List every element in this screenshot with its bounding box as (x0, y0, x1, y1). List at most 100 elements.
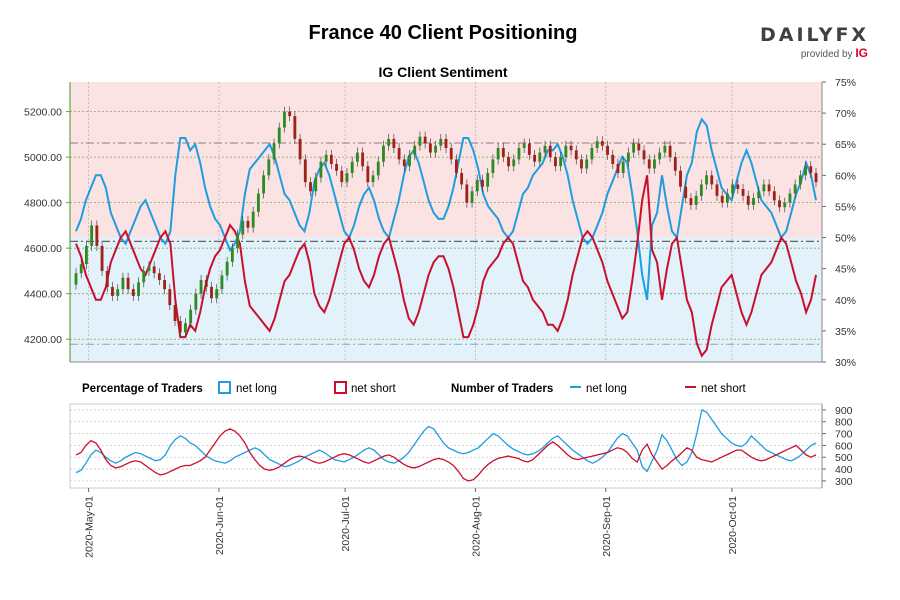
candle-up (793, 184, 797, 194)
date-tick-label: 2020-May-01 (84, 496, 96, 558)
candle-up (319, 161, 323, 178)
candle-down (548, 145, 552, 158)
candle-up (626, 152, 630, 162)
candle-up (475, 179, 479, 192)
legend-percentage-label: Percentage of Traders (82, 383, 203, 395)
traders-tick-label: 800 (835, 417, 853, 429)
net-long-percent-line (75, 117, 817, 300)
candle-down (210, 286, 213, 299)
candle-down (178, 321, 182, 333)
candle-up (345, 173, 349, 183)
candle-down (246, 220, 250, 228)
candle-up (230, 248, 234, 262)
candle-up (251, 211, 255, 228)
candle-down (809, 166, 813, 174)
sentiment-tick-label: 75% (835, 77, 856, 89)
candle-down (746, 195, 750, 205)
candle-up (220, 275, 224, 290)
candle-down (616, 163, 620, 174)
candle-down (449, 148, 453, 160)
date-tick-label: 2020-Aug-01 (470, 496, 482, 557)
candle-up (199, 280, 203, 294)
date-tick-label: 2020-Jul-01 (340, 496, 352, 552)
candle-up (355, 152, 359, 162)
candle-down (173, 305, 177, 322)
net-short-percent-line (75, 175, 817, 358)
candle-up (350, 161, 354, 174)
candle-down (126, 277, 130, 290)
candle-up (783, 202, 787, 208)
legend-pct-long-swatch (218, 381, 231, 394)
candle-up (272, 143, 276, 160)
candle-up (215, 289, 219, 299)
candle-up (517, 148, 521, 160)
candle-up (225, 261, 229, 276)
traders-tick-label: 900 (835, 405, 853, 417)
candle-up (418, 136, 422, 146)
sentiment-tick-label: 30% (835, 357, 856, 369)
candle-up (699, 184, 703, 196)
candle-up (241, 220, 245, 235)
legend-pct-short-swatch (334, 381, 347, 394)
candle-down (647, 159, 651, 169)
candle-up (653, 159, 656, 169)
legend-num-short-label: net short (701, 383, 747, 395)
candle-up (267, 159, 271, 176)
candle-down (668, 145, 672, 158)
candle-up (142, 270, 146, 283)
candle-up (788, 193, 792, 203)
candle-down (465, 184, 469, 203)
candle-up (752, 198, 755, 205)
candle-up (184, 323, 187, 333)
candle-down (402, 159, 406, 167)
chart-legend: Percentage of Traders net long net short… (82, 381, 747, 395)
sentiment-tick-label: 40% (835, 295, 856, 307)
candle-up (434, 145, 438, 153)
candle-down (600, 141, 604, 146)
candle-down (715, 184, 719, 196)
candle-up (371, 175, 375, 183)
candle-up (439, 138, 443, 146)
sentiment-tick-label: 50% (835, 233, 856, 245)
price-tick-label: 4800.00 (24, 198, 62, 210)
net-long-traders-line (75, 408, 817, 474)
candle-up (804, 166, 808, 176)
candle-down (580, 159, 583, 169)
logo-tagline: provided by IG (760, 46, 868, 60)
candle-up (559, 157, 563, 167)
candle-down (100, 245, 104, 271)
date-tick-label: 2020-Oct-01 (727, 496, 739, 555)
candle-up (658, 152, 662, 160)
candle-down (679, 170, 682, 187)
logo-tagline-text: provided by (800, 49, 853, 60)
candle-down (772, 191, 776, 201)
traders-tick-label: 300 (835, 476, 853, 488)
traders-tick-label: 700 (835, 429, 853, 441)
candle-up (762, 184, 766, 192)
price-sentiment-panel: 5200.00 5000.00 4800.00 4600.00 4400.00 4200.… (24, 77, 856, 369)
candle-down (684, 186, 688, 199)
candle-down (423, 136, 427, 144)
candle-up (595, 141, 599, 149)
price-tick-label: 4600.00 (24, 243, 62, 255)
candle-down (606, 145, 609, 155)
candle-down (157, 273, 161, 281)
price-tick-label: 4400.00 (24, 289, 62, 301)
candle-up (725, 193, 729, 203)
candle-down (527, 143, 531, 155)
candle-down (392, 138, 396, 149)
candle-down (309, 182, 312, 192)
candle-up (137, 282, 140, 296)
candle-up (731, 184, 735, 194)
candle-up (512, 159, 516, 167)
candle-down (397, 148, 401, 160)
candle-up (189, 309, 193, 324)
candle-down (736, 184, 740, 189)
candle-down (574, 150, 578, 160)
candle-down (741, 188, 745, 196)
date-tick-label: 2020-Jun-01 (214, 496, 226, 555)
candle-down (329, 154, 333, 164)
candle-down (673, 157, 677, 171)
candle-up (79, 264, 83, 274)
